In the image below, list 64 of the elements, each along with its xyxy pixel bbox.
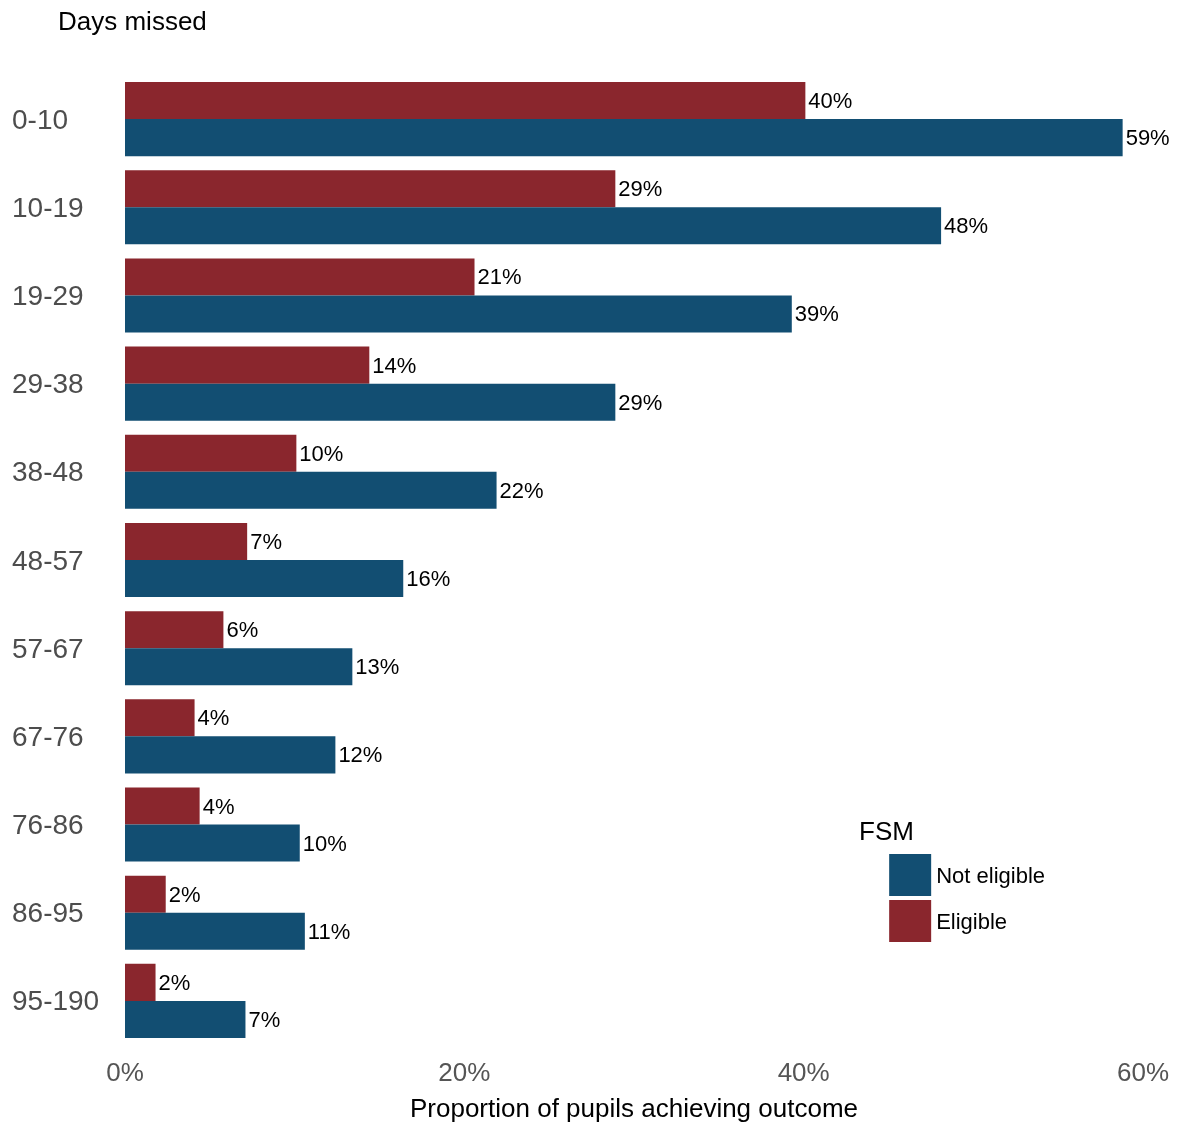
y-tick-label: 48-57: [12, 544, 84, 576]
x-tick-label: 20%: [438, 1057, 491, 1087]
y-tick-label: 38-48: [12, 456, 84, 488]
legend-title: FSM: [859, 816, 915, 846]
x-axis-title: Proportion of pupils achieving outcome: [409, 1093, 859, 1123]
bar: [125, 875, 166, 913]
bar: [125, 522, 248, 560]
x-tick-label: 60%: [1116, 1057, 1170, 1087]
y-tick-label: 95-190: [12, 985, 100, 1017]
y-axis-title: Days missed: [58, 6, 207, 36]
legend-label: Eligible: [936, 908, 1008, 934]
y-tick-label: 19-29: [12, 279, 84, 311]
data-label: 22%: [499, 477, 544, 503]
data-label: 10%: [302, 830, 347, 856]
y-tick-label: 57-67: [12, 632, 84, 664]
data-label: 40%: [808, 88, 853, 114]
bar: [125, 611, 224, 649]
y-tick-label: 76-86: [12, 809, 84, 841]
bar: [125, 963, 156, 1001]
data-label: 4%: [202, 793, 235, 819]
bar: [125, 736, 336, 774]
data-label: 59%: [1125, 125, 1170, 151]
bar: [125, 560, 404, 598]
y-tick-label: 0-10: [12, 103, 69, 135]
y-tick-label: 67-76: [12, 720, 84, 752]
bar: [125, 434, 297, 472]
data-label: 29%: [618, 176, 663, 202]
data-label: 39%: [794, 301, 839, 327]
x-tick-label: 40%: [777, 1057, 830, 1087]
data-label: 16%: [406, 566, 451, 592]
bar: [125, 787, 200, 825]
bar: [125, 383, 616, 421]
bar: [125, 912, 305, 950]
data-label: 48%: [944, 213, 989, 239]
bar: [125, 648, 353, 686]
bar: [125, 170, 616, 208]
data-label: 2%: [158, 969, 191, 995]
bar: [125, 824, 300, 862]
data-label: 4%: [197, 705, 230, 731]
data-label: 2%: [168, 881, 201, 907]
bar: [125, 1000, 246, 1038]
legend-label: Not eligible: [936, 862, 1045, 888]
data-label: 14%: [372, 352, 417, 378]
bar: [125, 346, 370, 384]
data-label: 6%: [226, 617, 259, 643]
bar: [125, 82, 806, 120]
y-tick-label: 10-19: [12, 191, 84, 223]
y-tick-label: 86-95: [12, 897, 84, 929]
bar: [125, 471, 497, 509]
bar: [125, 207, 942, 245]
data-label: 29%: [618, 389, 663, 415]
data-label: 7%: [248, 1006, 281, 1032]
bar: [125, 258, 475, 296]
data-label: 12%: [338, 742, 383, 768]
data-label: 10%: [299, 440, 344, 466]
x-tick-label: 0%: [106, 1057, 144, 1087]
data-label: 13%: [355, 654, 400, 680]
bar: [125, 295, 792, 333]
data-label: 21%: [477, 264, 522, 290]
bar: [125, 119, 1123, 157]
data-label: 11%: [307, 918, 351, 944]
bar: [125, 699, 195, 737]
y-tick-label: 29-38: [12, 368, 84, 400]
data-label: 7%: [250, 528, 282, 554]
